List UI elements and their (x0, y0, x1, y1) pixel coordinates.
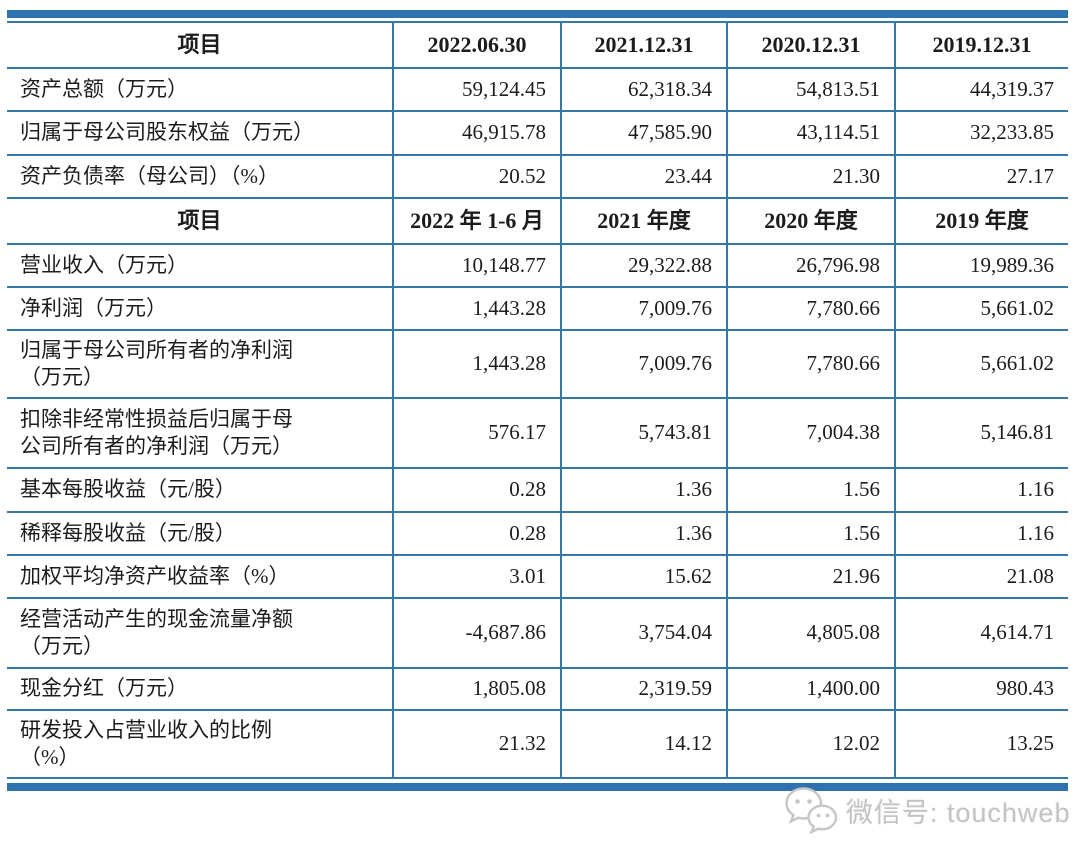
value-cell: 1.56 (726, 469, 894, 513)
value-cell: 47,585.90 (560, 112, 726, 156)
wechat-watermark: 微信号: touchweb (782, 784, 1071, 836)
value-cell: 7,780.66 (726, 331, 894, 399)
value-cell: 13.25 (894, 711, 1068, 779)
value-cell: -4,687.86 (392, 599, 560, 669)
value-cell: 59,124.45 (392, 69, 560, 112)
value-cell: 5,661.02 (894, 288, 1068, 331)
value-cell: 0.28 (392, 513, 560, 556)
financial-table: 项目 2022.06.30 2021.12.31 2020.12.31 2019.12.… (7, 21, 1068, 779)
row-label: 净利润（万元） (7, 288, 392, 331)
value-cell: 27.17 (894, 156, 1068, 199)
value-cell: 46,915.78 (392, 112, 560, 156)
value-cell: 1.36 (560, 469, 726, 513)
value-cell: 1.36 (560, 513, 726, 556)
value-cell: 32,233.85 (894, 112, 1068, 156)
wechat-icon (785, 787, 838, 835)
row-label: 经营活动产生的现金流量净额 （万元） (7, 599, 392, 669)
row-label: 扣除非经常性损益后归属于母 公司所有者的净利润（万元） (7, 399, 392, 469)
value-cell: 1,400.00 (726, 669, 894, 711)
value-cell: 21.96 (726, 556, 894, 599)
items-column-header: 项目 (7, 199, 392, 245)
value-cell: 4,805.08 (726, 599, 894, 669)
value-cell: 7,004.38 (726, 399, 894, 469)
value-cell: 21.30 (726, 156, 894, 199)
bottom-accent-bar (7, 783, 1068, 791)
value-cell: 44,319.37 (894, 69, 1068, 112)
period-column-header: 2020.12.31 (726, 23, 894, 69)
value-cell: 15.62 (560, 556, 726, 599)
row-label: 现金分红（万元） (7, 669, 392, 711)
value-cell: 7,009.76 (560, 288, 726, 331)
row-label: 稀释每股收益（元/股） (7, 513, 392, 556)
period-column-header: 2020 年度 (726, 199, 894, 245)
period-column-header: 2022 年 1-6 月 (392, 199, 560, 245)
row-label: 归属于母公司股东权益（万元） (7, 112, 392, 156)
value-cell: 7,009.76 (560, 331, 726, 399)
value-cell: 26,796.98 (726, 245, 894, 288)
row-label: 资产负债率（母公司）（%） (7, 156, 392, 199)
period-column-header: 2019.12.31 (894, 23, 1068, 69)
value-cell: 19,989.36 (894, 245, 1068, 288)
period-column-header: 2022.06.30 (392, 23, 560, 69)
value-cell: 43,114.51 (726, 112, 894, 156)
value-cell: 1.16 (894, 513, 1068, 556)
row-label: 研发投入占营业收入的比例 （%） (7, 711, 392, 779)
value-cell: 21.08 (894, 556, 1068, 599)
period-column-header: 2021.12.31 (560, 23, 726, 69)
value-cell: 576.17 (392, 399, 560, 469)
value-cell: 62,318.34 (560, 69, 726, 112)
value-cell: 20.52 (392, 156, 560, 199)
row-label: 基本每股收益（元/股） (7, 469, 392, 513)
value-cell: 1,805.08 (392, 669, 560, 711)
value-cell: 5,743.81 (560, 399, 726, 469)
value-cell: 21.32 (392, 711, 560, 779)
value-cell: 1.56 (726, 513, 894, 556)
value-cell: 1.16 (894, 469, 1068, 513)
value-cell: 4,614.71 (894, 599, 1068, 669)
period-column-header: 2019 年度 (894, 199, 1068, 245)
period-column-header: 2021 年度 (560, 199, 726, 245)
value-cell: 1,443.28 (392, 331, 560, 399)
row-label: 加权平均净资产收益率（%） (7, 556, 392, 599)
value-cell: 1,443.28 (392, 288, 560, 331)
value-cell: 2,319.59 (560, 669, 726, 711)
value-cell: 7,780.66 (726, 288, 894, 331)
value-cell: 5,146.81 (894, 399, 1068, 469)
value-cell: 980.43 (894, 669, 1068, 711)
value-cell: 14.12 (560, 711, 726, 779)
row-label: 归属于母公司所有者的净利润 （万元） (7, 331, 392, 399)
value-cell: 5,661.02 (894, 331, 1068, 399)
value-cell: 3.01 (392, 556, 560, 599)
value-cell: 23.44 (560, 156, 726, 199)
items-column-header: 项目 (7, 23, 392, 69)
value-cell: 54,813.51 (726, 69, 894, 112)
value-cell: 29,322.88 (560, 245, 726, 288)
row-label: 资产总额（万元） (7, 69, 392, 112)
value-cell: 10,148.77 (392, 245, 560, 288)
watermark-text: 微信号: touchweb (846, 797, 1071, 828)
value-cell: 0.28 (392, 469, 560, 513)
top-accent-bar (7, 10, 1068, 18)
value-cell: 3,754.04 (560, 599, 726, 669)
value-cell: 12.02 (726, 711, 894, 779)
row-label: 营业收入（万元） (7, 245, 392, 288)
